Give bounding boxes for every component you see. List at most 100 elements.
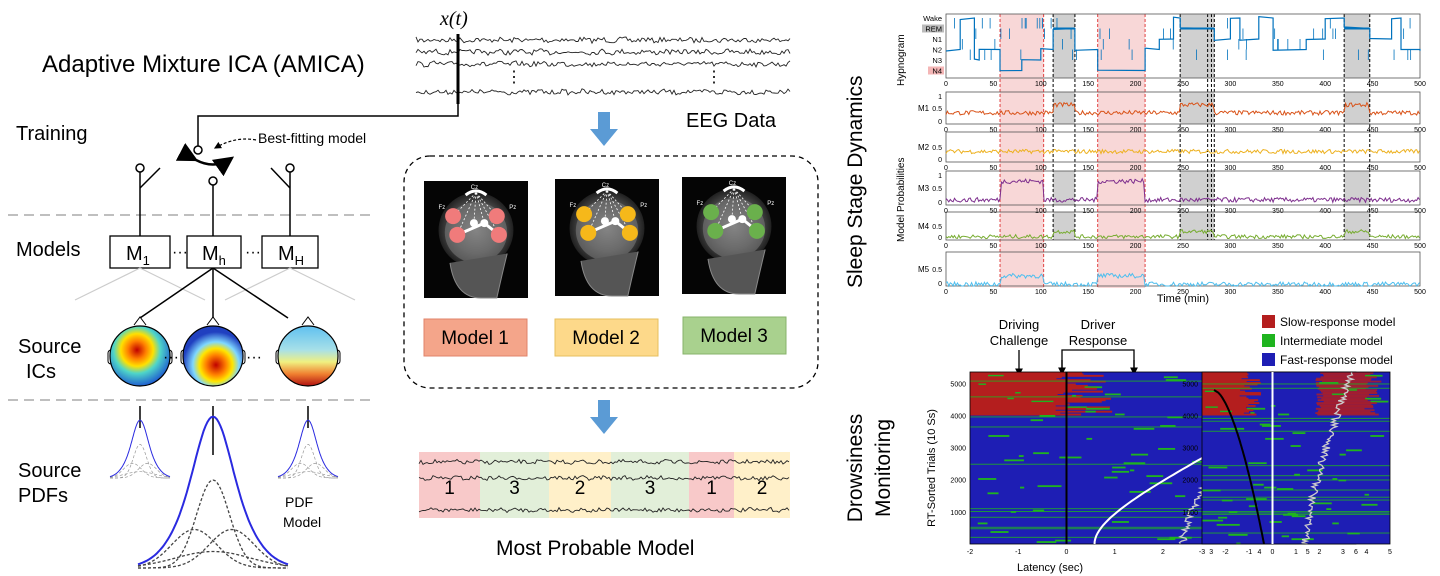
sleep-xtick-label: 350	[1272, 208, 1284, 215]
hypnogram-stage-label: N3	[932, 56, 942, 65]
mri-source-dot	[619, 206, 636, 223]
model-prob-name: M2	[918, 143, 930, 152]
annotation-response-2: Response	[1069, 333, 1128, 348]
best-fit-label: Best-fitting model	[258, 130, 366, 146]
sleep-xtick-label: 0	[944, 165, 948, 172]
erp-intermediate-band	[1020, 486, 1025, 489]
erp-slow-band	[970, 386, 1098, 389]
erp-xtick-label: 1	[1113, 549, 1117, 556]
sleep-xtick-label: 100	[1035, 243, 1047, 250]
erp-slow-band	[970, 382, 1068, 384]
best-fit-arrow	[213, 138, 257, 149]
sequence-trace	[418, 506, 790, 514]
erp-intermediate-band	[1104, 476, 1118, 479]
sleep-span-gray	[1344, 92, 1370, 124]
contact-mH	[285, 163, 295, 173]
row-label-models: Models	[16, 239, 80, 261]
pdf-component	[110, 462, 171, 479]
erp-slow-band	[1322, 392, 1378, 394]
svg-text:Slow-response model: Slow-response model	[1280, 315, 1395, 329]
erp-xtick-label: 6	[1354, 549, 1358, 556]
erp-intermediate-band	[1319, 382, 1339, 384]
erp-slow-band	[1323, 400, 1385, 403]
erp-intermediate-band	[1111, 470, 1130, 473]
svg-text:M1: M1	[126, 243, 150, 268]
erp-xtick-label: 3	[1341, 549, 1345, 556]
model-prob-name: M5	[918, 265, 930, 274]
erp-slow-band	[970, 403, 1070, 406]
eeg-trace	[415, 88, 791, 96]
pdf-component	[138, 528, 289, 569]
erp-intermediate-band	[1281, 535, 1290, 538]
sleep-xtick-label: 500	[1414, 289, 1426, 296]
mri-guide	[606, 190, 629, 215]
erp-intermediate-band	[1059, 456, 1082, 459]
erp-intermediate-band	[1204, 390, 1216, 393]
mri-electrode-label: Pz	[767, 201, 774, 207]
signal-wire	[197, 104, 459, 146]
erp-intermediate-band	[970, 528, 1356, 530]
erp-intermediate-band	[1236, 542, 1241, 545]
ic-dots-2: ···	[246, 349, 262, 366]
erp-intermediate-band	[1278, 413, 1290, 416]
sleep-xtick-label: 200	[1130, 243, 1142, 250]
model-prob-axes	[945, 91, 1421, 125]
sleep-xtick-label: 0	[944, 243, 948, 250]
sleep-xtick-label: 150	[1082, 127, 1094, 134]
scalp-map-1	[107, 316, 173, 387]
erp-intermediate-band	[1264, 486, 1277, 489]
signal-label: x(t)	[439, 8, 468, 30]
sleep-xtick-label: 250	[1177, 165, 1189, 172]
erp-slow-band	[970, 383, 1076, 386]
model-prob-tick: 0	[938, 200, 942, 207]
erp-ytick-label: 3000	[1182, 446, 1198, 453]
erp-intermediate-band	[1365, 397, 1382, 400]
mri-source-dot	[727, 215, 736, 224]
erp-intermediate-band	[1165, 379, 1187, 381]
erp-intermediate-band	[1085, 410, 1096, 413]
sequence-segment	[549, 452, 611, 518]
mri-guide	[475, 192, 498, 217]
model-prob-tick: 1	[938, 94, 942, 101]
model-prob-tick: 1	[938, 173, 942, 180]
switch-lever-mH	[270, 167, 291, 189]
erp-intermediate-band	[970, 380, 1356, 382]
sleep-xtick-label: 0	[944, 127, 948, 134]
erp-slow-band	[970, 412, 1061, 415]
pdf-model-label-2: Model	[283, 514, 321, 530]
erp-intermediate-band	[1332, 478, 1338, 480]
erp-intermediate-band	[1202, 383, 1390, 385]
mri-source-dot	[490, 226, 507, 243]
erp-slow-band	[1321, 397, 1372, 400]
erp-slow-band	[1323, 373, 1371, 376]
legend: Slow-response model Intermediate model F…	[1262, 315, 1395, 367]
erp-slow-band	[1202, 380, 1247, 383]
erp-xtick-label: -2	[1222, 549, 1228, 556]
down-arrow-2	[590, 400, 618, 434]
drowsiness-panel: Drowsiness Monitoring Driving Challenge …	[844, 315, 1395, 574]
svg-text:Model 2: Model 2	[572, 328, 640, 349]
model-prob-tick: 0.5	[932, 267, 942, 274]
erp-intermediate-band	[1072, 394, 1077, 397]
erp-intermediate-band	[1130, 469, 1135, 472]
sleep-xtick-label: 50	[990, 127, 998, 134]
sleep-xtick-label: 300	[1225, 243, 1237, 250]
model-prob-trace	[945, 272, 1420, 288]
pdf-small-1	[109, 419, 171, 479]
mri-source-dot	[611, 217, 620, 226]
model-prob-axes	[945, 251, 1421, 287]
erp-intermediate-band	[990, 531, 1009, 533]
erp-panel: -3 -2 -1 0 1 2 3 4 5 1000 2000 3000 4000 5000	[1182, 371, 1392, 556]
erp-intermediate-band	[1202, 512, 1390, 514]
erp-xtick-label: 2	[1161, 549, 1165, 556]
erp-intermediate-band	[1202, 475, 1390, 477]
model-card-2: Model 2	[554, 318, 659, 357]
sleep-xtick-label: 350	[1272, 289, 1284, 296]
erp-slow-band	[1202, 407, 1260, 410]
erp-slow-band	[970, 379, 1091, 382]
pdf-component	[109, 462, 170, 479]
sequence-label: 2	[757, 478, 768, 499]
model-dots-1: ···	[172, 244, 188, 261]
erp-slow-band	[1202, 384, 1245, 387]
eeg-trace	[415, 60, 791, 68]
